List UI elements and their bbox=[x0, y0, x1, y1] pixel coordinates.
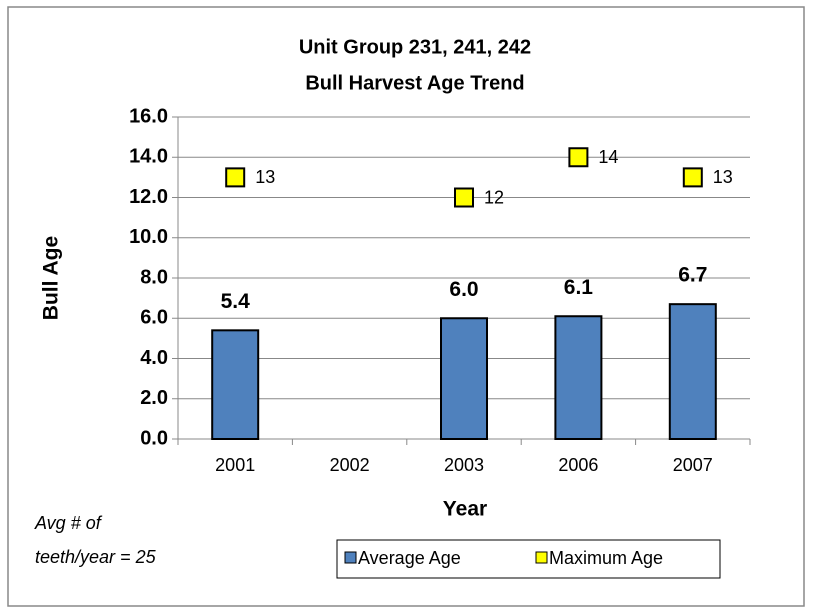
data-label: 13 bbox=[713, 167, 733, 187]
bar bbox=[554, 315, 603, 440]
legend-swatch bbox=[344, 551, 357, 564]
y-tick-label: 16.0 bbox=[129, 105, 168, 127]
bar bbox=[440, 317, 488, 440]
y-tick-label: 4.0 bbox=[140, 347, 168, 369]
marker bbox=[568, 147, 589, 168]
marker bbox=[225, 167, 246, 188]
bar bbox=[211, 329, 260, 441]
y-tick-label: 12.0 bbox=[129, 186, 168, 208]
marker bbox=[454, 187, 474, 208]
x-tick-label: 2006 bbox=[558, 455, 598, 475]
y-tick-label: 2.0 bbox=[140, 387, 168, 409]
data-label: 13 bbox=[255, 167, 275, 187]
chart-title: Unit Group 231, 241, 242 bbox=[299, 36, 531, 58]
y-axis-label: Bull Age bbox=[40, 236, 63, 320]
x-tick-label: 2002 bbox=[330, 455, 370, 475]
data-label: 6.0 bbox=[449, 278, 478, 301]
x-tick-label: 2007 bbox=[673, 455, 713, 475]
marker bbox=[682, 167, 703, 188]
legend-label: Average Age bbox=[358, 548, 461, 568]
annotation: teeth/year = 25 bbox=[35, 547, 157, 567]
x-tick-label: 2001 bbox=[215, 455, 255, 475]
data-label: 14 bbox=[598, 147, 618, 167]
y-tick-label: 0.0 bbox=[140, 427, 168, 449]
legend-label: Maximum Age bbox=[549, 548, 663, 568]
chart-title: Bull Harvest Age Trend bbox=[305, 72, 524, 94]
legend-box bbox=[336, 539, 721, 579]
data-label: 12 bbox=[484, 187, 504, 207]
data-label: 6.7 bbox=[678, 264, 707, 287]
data-label: 6.1 bbox=[564, 276, 594, 299]
y-tick-label: 10.0 bbox=[129, 226, 168, 248]
x-tick-label: 2003 bbox=[444, 455, 484, 475]
x-axis-label: Year bbox=[443, 498, 487, 521]
annotation: Avg # of bbox=[34, 513, 103, 533]
legend-swatch bbox=[535, 551, 548, 564]
y-tick-label: 8.0 bbox=[140, 266, 168, 288]
data-label: 5.4 bbox=[221, 290, 251, 313]
bar bbox=[668, 303, 717, 440]
y-tick-label: 14.0 bbox=[129, 146, 168, 168]
y-tick-label: 6.0 bbox=[140, 307, 168, 329]
